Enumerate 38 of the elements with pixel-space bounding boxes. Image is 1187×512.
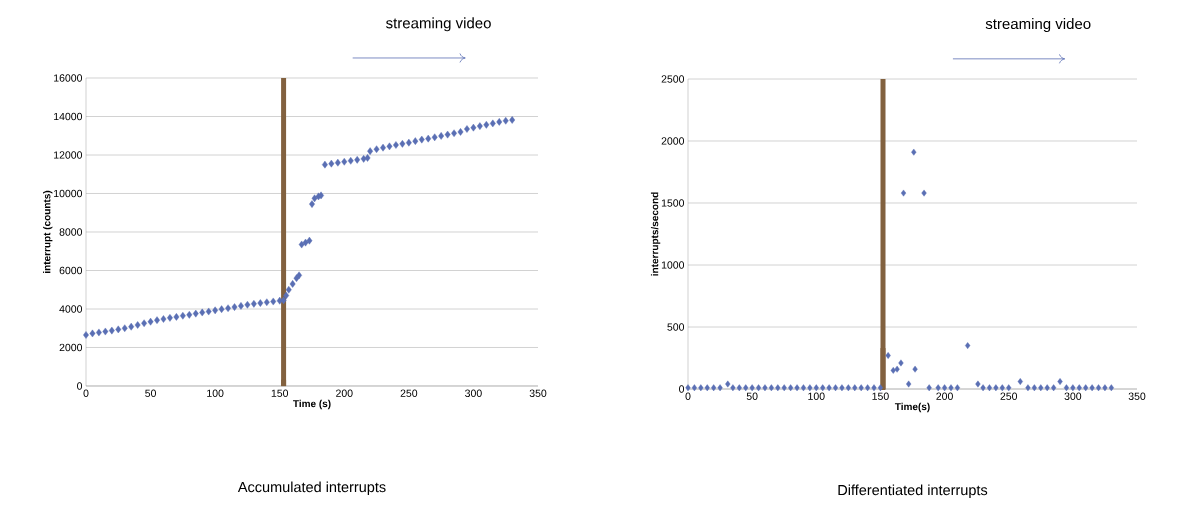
text: Differentiated interrupts (838, 484, 988, 499)
y-tick-label: 16000 (54, 74, 83, 82)
y-tick-label: 12000 (54, 151, 83, 159)
x-axis-title: Time(s) (894, 402, 930, 413)
x-tick-label: 0 (83, 389, 89, 397)
x-tick-label: 350 (529, 389, 547, 397)
y-tick-label: 2000 (59, 343, 83, 352)
y-tick-label: 14000 (54, 112, 83, 121)
x-axis-title: Time (s) (293, 399, 331, 410)
y-tick-label: 10000 (54, 189, 83, 198)
y-tick-label: 6000 (59, 266, 83, 275)
x-tick-label: 0 (685, 392, 691, 400)
text: Accumulated interrupts (237, 481, 386, 496)
x-tick-label: 150 (872, 392, 889, 400)
x-tick-label: 350 (1128, 392, 1146, 400)
x-tick-label: 300 (1064, 392, 1082, 400)
x-tick-label: 100 (808, 392, 825, 400)
y-tick-label: 1500 (661, 199, 685, 207)
y-axis-title: interrupts/second (650, 192, 661, 276)
x-tick-label: 200 (336, 389, 353, 397)
x-tick-label: 250 (1000, 392, 1018, 400)
x-tick-label: 250 (400, 389, 418, 397)
x-tick-label: 300 (465, 389, 482, 397)
y-tick-label: 1000 (661, 261, 685, 269)
y-tick-label: 0 (77, 382, 83, 390)
x-tick-label: 200 (936, 392, 953, 400)
x-tick-label: 50 (145, 389, 156, 397)
x-tick-label: 150 (271, 389, 289, 397)
x-tick-label: 100 (207, 389, 224, 397)
y-tick-label: 2500 (661, 75, 685, 83)
x-tick-label: 50 (746, 392, 758, 400)
text: streaming video (985, 18, 1091, 33)
y-tick-label: 2000 (661, 137, 685, 145)
y-tick-label: 500 (667, 323, 685, 331)
y-axis-title: interrupt (counts) (43, 190, 53, 273)
text: streaming video (386, 17, 491, 32)
y-tick-label: 8000 (59, 228, 83, 236)
y-tick-label: 4000 (59, 305, 83, 313)
